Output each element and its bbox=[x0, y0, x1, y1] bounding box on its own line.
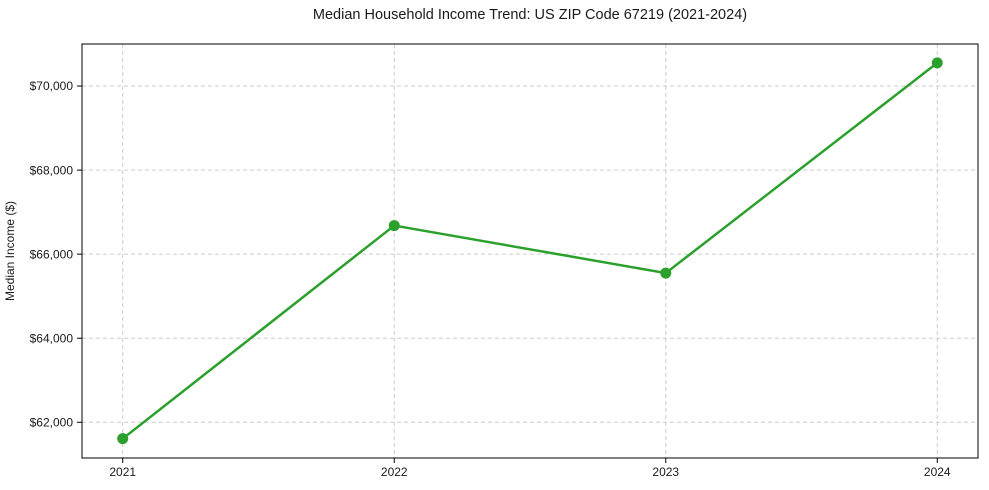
y-axis-label: Median Income ($) bbox=[3, 201, 17, 301]
plot-border bbox=[81, 43, 979, 459]
y-tick-label: $64,000 bbox=[30, 331, 74, 345]
data-point-2024 bbox=[931, 57, 943, 69]
y-tick-label: $70,000 bbox=[30, 79, 74, 93]
x-tick-label: 2021 bbox=[109, 465, 136, 479]
data-point-2023 bbox=[660, 267, 672, 279]
y-tick-label: $66,000 bbox=[30, 247, 74, 261]
x-tick-label: 2024 bbox=[924, 465, 951, 479]
x-tick-label: 2023 bbox=[652, 465, 679, 479]
y-tick-label: $62,000 bbox=[30, 415, 74, 429]
y-tick-label: $68,000 bbox=[30, 163, 74, 177]
data-line bbox=[121, 61, 939, 440]
chart-title: Median Household Income Trend: US ZIP Co… bbox=[312, 7, 748, 23]
data-point-2021 bbox=[117, 433, 129, 445]
data-point-2022 bbox=[388, 220, 400, 232]
x-tick-label: 2022 bbox=[381, 465, 408, 479]
